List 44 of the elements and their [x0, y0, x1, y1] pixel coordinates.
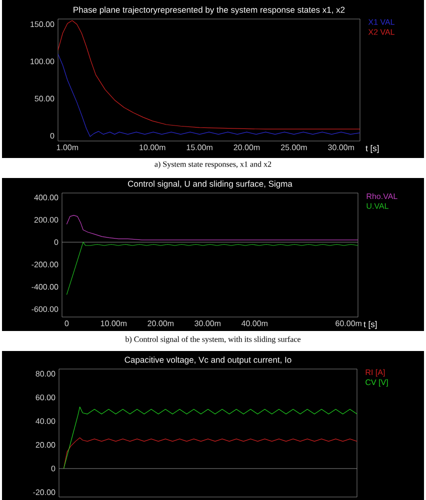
- text: U.VAL: [366, 203, 388, 209]
- text: X1 VAL: [368, 19, 394, 25]
- text: b) Control signal of the system, with its sliding surface: [125, 336, 300, 344]
- y-tick-label: 0: [54, 239, 58, 245]
- y-tick-label: -600.00: [32, 306, 58, 312]
- y-tick-label: 0: [50, 132, 54, 139]
- x-tick-label: 25.00m: [281, 144, 307, 150]
- x-tick-label: 20.00m: [234, 144, 260, 150]
- y-tick-label: 150.00: [30, 21, 54, 28]
- y-tick-label: 60.00: [36, 394, 56, 400]
- y-tick-label: 400.00: [34, 194, 58, 200]
- text: X2 VAL: [368, 29, 394, 35]
- y-tick-label: -200.00: [32, 262, 58, 268]
- x-tick-label: 15.00m: [186, 144, 212, 150]
- y-tick-label: 40.00: [36, 418, 56, 424]
- text: CV [V]: [366, 379, 388, 387]
- chart-title: Control signal, U and sliding surface, Sigma: [128, 180, 292, 188]
- y-tick-label: -20.00: [33, 489, 56, 496]
- x-tick-label: 10.00m: [100, 320, 126, 326]
- x-tick-label: 60.00m: [336, 320, 362, 326]
- y-tick-label: 50.00: [34, 96, 54, 102]
- x-tick-label: 30.00m: [328, 144, 354, 150]
- x-tick-label: 0: [64, 320, 69, 326]
- y-tick-label: 20.00: [36, 442, 56, 448]
- x-tick-label: 20.00m: [148, 320, 174, 326]
- y-tick-label: 100.00: [30, 58, 54, 64]
- x-tick-label: 30.00m: [194, 320, 220, 326]
- x-tick-label: 1.00m: [56, 144, 78, 150]
- x-tick-label: 10.00m: [140, 144, 166, 150]
- y-tick-label: 80.00: [36, 370, 56, 377]
- y-tick-label: 0: [51, 466, 56, 472]
- chart-title: Phase plane trajectoryrepresented by the system response states x1, x2: [74, 6, 345, 14]
- line-series: [66, 242, 358, 295]
- x-axis-title: t [s]: [364, 321, 377, 329]
- y-tick-label: 200.00: [34, 216, 58, 223]
- y-tick-label: -400.00: [32, 284, 58, 290]
- text: RI [A]: [366, 369, 385, 377]
- x-axis-title: t [s]: [366, 145, 379, 153]
- text: Rho.VAL: [366, 193, 398, 200]
- text: a) System state responses, x1 and x2: [154, 161, 272, 168]
- line-series: [63, 406, 357, 469]
- chart-title: Capacitive voltage, Vc and output current, Io: [124, 356, 292, 364]
- line-series: [58, 54, 360, 137]
- x-tick-label: 40.00m: [241, 320, 268, 326]
